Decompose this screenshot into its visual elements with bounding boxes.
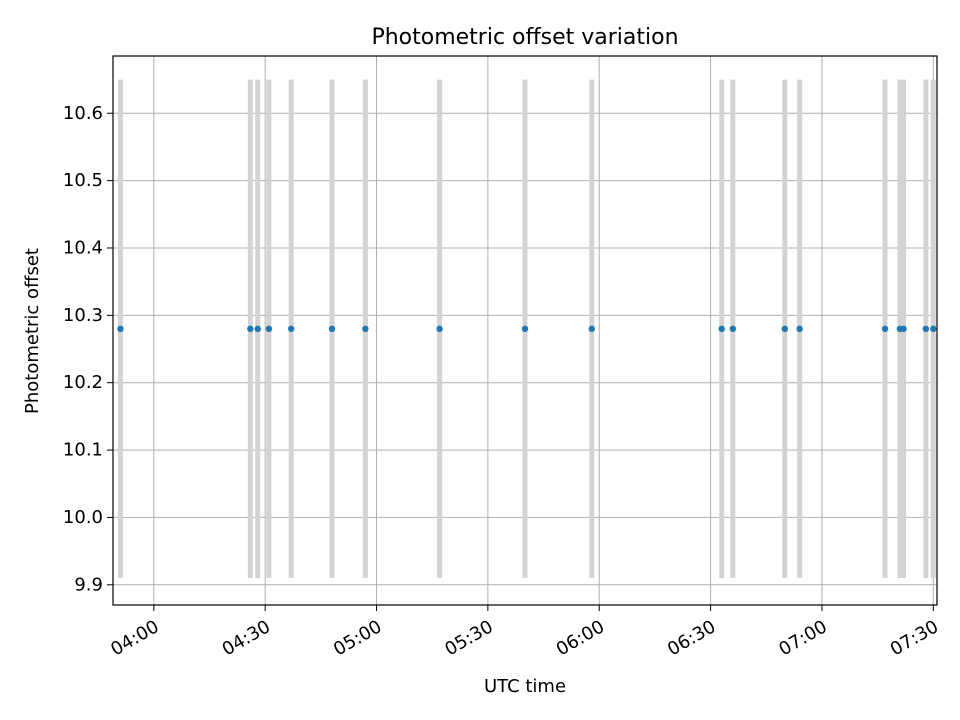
data-point	[328, 325, 336, 333]
x-tick-label: 06:30	[664, 616, 719, 660]
data-point	[287, 325, 295, 333]
data-point	[521, 325, 529, 333]
chart-title: Photometric offset variation	[371, 25, 678, 50]
x-tick-label: 06:00	[553, 616, 608, 660]
data-points	[117, 325, 937, 333]
data-point	[881, 325, 889, 333]
x-tick-label: 05:00	[330, 616, 385, 660]
data-point	[796, 325, 803, 333]
y-tick-label: 10.2	[63, 372, 103, 393]
data-point	[729, 325, 737, 333]
data-point	[265, 325, 273, 333]
y-axis-ticks: 9.9 10.0 10.1 10.2 10.3 10.4 10.5 10.6	[63, 103, 113, 595]
y-axis-label: Photometric offset	[22, 248, 43, 414]
data-point	[436, 325, 443, 333]
data-point	[362, 325, 369, 333]
data-point	[588, 325, 596, 333]
x-tick-label: 07:30	[887, 616, 942, 660]
x-tick-label: 05:30	[441, 616, 496, 660]
data-point	[900, 325, 907, 333]
y-tick-label: 10.1	[63, 440, 103, 461]
plot-frame	[112, 55, 938, 606]
x-tick-label: 07:00	[775, 616, 830, 660]
y-tick-label: 10.3	[63, 305, 103, 326]
y-tick-label: 10.4	[63, 237, 103, 258]
x-axis-ticks: 04:00 04:30 05:00 05:30 06:00 06:30 07:00 07:30	[107, 605, 942, 660]
data-point	[781, 325, 789, 333]
x-tick-label: 04:30	[219, 616, 274, 660]
data-point	[930, 325, 937, 333]
y-tick-label: 10.5	[63, 170, 103, 191]
data-point	[117, 325, 124, 333]
y-tick-label: 10.6	[63, 103, 103, 124]
data-point	[718, 325, 725, 333]
data-point	[254, 325, 261, 333]
y-tick-label: 9.9	[74, 574, 103, 595]
y-tick-label: 10.0	[63, 507, 103, 528]
data-point	[247, 325, 254, 333]
x-axis-label: UTC time	[484, 676, 566, 697]
x-tick-label: 04:00	[107, 616, 162, 660]
data-point	[922, 325, 930, 333]
